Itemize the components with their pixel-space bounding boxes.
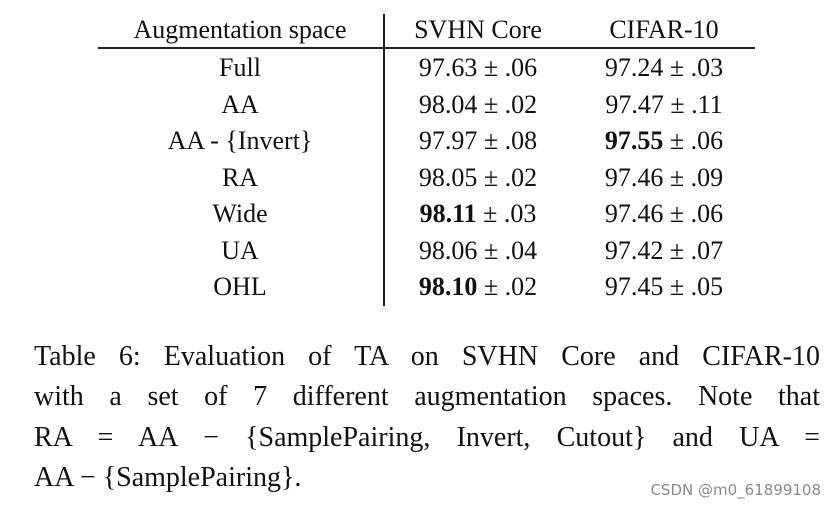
- cell: 97.47 ± .11: [605, 90, 722, 120]
- plus-minus: ±: [669, 162, 685, 192]
- std: .06: [504, 53, 538, 82]
- plus-minus: ±: [483, 53, 499, 82]
- header-cell: Augmentation space: [133, 15, 347, 44]
- cell: 97.24 ± .03: [605, 53, 723, 83]
- plus-minus: ±: [669, 272, 685, 301]
- plus-minus: ±: [483, 126, 499, 155]
- mean: 98.05: [418, 162, 478, 192]
- cell: 97.63 ± .06: [419, 53, 537, 83]
- mean: 97.47: [605, 89, 664, 119]
- caption-line: with a set of 7 different augmentation s…: [34, 381, 820, 413]
- cell: 97.45 ± .05: [605, 272, 723, 302]
- mean: 97.24: [604, 53, 664, 82]
- watermark: CSDN @m0_61899108: [650, 481, 821, 499]
- std: .09: [690, 162, 724, 192]
- cell: 98.11 ± .03: [420, 199, 537, 229]
- mean: 97.55: [604, 126, 664, 155]
- mean: 98.11: [419, 199, 477, 228]
- plus-minus: ±: [669, 199, 685, 228]
- cell: 97.55 ± .06: [605, 126, 723, 156]
- caption-line: AA − {SamplePairing}.: [34, 461, 302, 493]
- cell: 98.10 ± .02: [419, 272, 537, 302]
- plus-minus: ±: [483, 272, 499, 301]
- plus-minus: ±: [669, 235, 685, 265]
- mean: 97.97: [418, 126, 478, 155]
- mean: 97.46: [604, 199, 664, 228]
- row-label: Full: [219, 53, 261, 82]
- mean: 97.46: [604, 162, 664, 192]
- row-label: AA - {Invert}: [167, 126, 313, 155]
- cell: 97.46 ± .06: [605, 199, 723, 229]
- std: .11: [691, 89, 723, 119]
- mean: 97.63: [418, 53, 478, 82]
- header-cell: SVHN Core: [414, 15, 542, 44]
- plus-minus: ±: [483, 199, 498, 228]
- std: .03: [503, 199, 537, 228]
- column-separator: [383, 14, 385, 306]
- std: .04: [504, 235, 538, 265]
- plus-minus: ±: [483, 162, 499, 192]
- header-rule: [98, 47, 755, 49]
- std: .08: [504, 126, 538, 155]
- std: .02: [504, 272, 538, 301]
- row-label: OHL: [213, 272, 267, 301]
- cell: 97.46 ± .09: [605, 163, 723, 193]
- mean: 98.06: [418, 235, 478, 265]
- caption-line: Table 6: Evaluation of TA on SVHN Core a…: [34, 341, 820, 372]
- std: .02: [504, 162, 538, 192]
- mean: 97.45: [604, 272, 664, 301]
- plus-minus: ±: [483, 235, 499, 265]
- std: .05: [690, 272, 724, 301]
- caption-line: RA = AA − {SamplePairing, Invert, Cutout…: [34, 421, 820, 453]
- cell: 98.05 ± .02: [419, 163, 537, 193]
- row-label: Wide: [212, 199, 268, 228]
- cell: 97.97 ± .08: [419, 126, 537, 156]
- plus-minus: ±: [669, 126, 685, 155]
- cell: 98.06 ± .04: [419, 236, 537, 266]
- plus-minus: ±: [670, 89, 685, 119]
- plus-minus: ±: [669, 53, 685, 82]
- row-label: AA: [221, 89, 259, 119]
- std: .02: [504, 89, 538, 119]
- std: .03: [690, 53, 724, 82]
- header-cell: CIFAR-10: [609, 15, 719, 44]
- plus-minus: ±: [483, 89, 499, 119]
- std: .07: [690, 235, 724, 265]
- cell: 98.04 ± .02: [419, 90, 537, 120]
- row-label: RA: [221, 162, 259, 192]
- row-label: UA: [221, 235, 259, 265]
- std: .06: [690, 199, 724, 228]
- std: .06: [690, 126, 724, 155]
- mean: 98.10: [418, 272, 478, 301]
- mean: 98.04: [418, 89, 478, 119]
- mean: 97.42: [604, 235, 664, 265]
- cell: 97.42 ± .07: [605, 236, 723, 266]
